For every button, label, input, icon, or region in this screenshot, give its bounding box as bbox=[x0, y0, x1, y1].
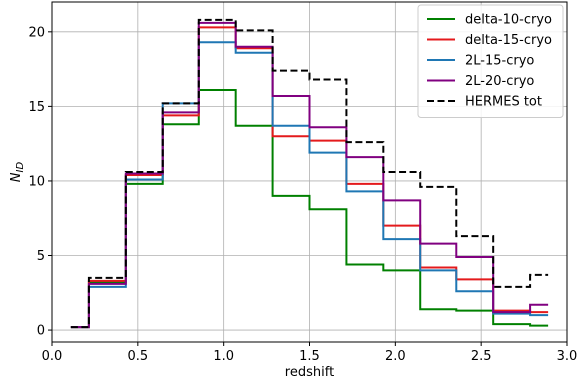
y-axis-label: NID bbox=[9, 162, 26, 183]
y-tick-label: 5 bbox=[37, 249, 45, 264]
legend-label: delta-15-cryo bbox=[465, 33, 552, 48]
y-tick-label: 10 bbox=[28, 174, 45, 189]
series-line-HERMES tot bbox=[70, 18, 549, 329]
legend-box bbox=[417, 4, 564, 118]
x-tick-label: 0.0 bbox=[42, 349, 63, 364]
x-tick-label: 2.0 bbox=[385, 349, 406, 364]
y-tick-label: 0 bbox=[37, 324, 45, 339]
legend-label: 2L-20-cryo bbox=[465, 74, 534, 89]
x-tick-label: 3.0 bbox=[557, 349, 577, 364]
legend-label: delta-10-cryo bbox=[465, 13, 552, 28]
x-tick-label: 0.5 bbox=[127, 349, 148, 364]
x-tick-label: 1.5 bbox=[299, 349, 320, 364]
y-axis: 0 5 10 15 20 bbox=[28, 25, 52, 339]
series-line-delta-10-cryo bbox=[70, 88, 549, 329]
legend-label: HERMES tot bbox=[465, 95, 542, 110]
x-tick-label: 1.0 bbox=[213, 349, 234, 364]
x-axis: 0.0 0.5 1.0 1.5 2.0 2.5 3.0 bbox=[42, 342, 577, 364]
y-tick-label: 15 bbox=[28, 100, 45, 115]
series-lines bbox=[70, 18, 549, 329]
legend: delta-10-cryo delta-15-cryo 2L-15-cryo 2L-2… bbox=[417, 4, 564, 118]
y-axis-label-sub: ID bbox=[15, 162, 26, 173]
y-tick-label: 20 bbox=[28, 25, 45, 40]
series-line-2L-20-cryo bbox=[70, 21, 549, 329]
x-axis-label: redshift bbox=[285, 365, 334, 380]
y-axis-label-main: N bbox=[9, 172, 24, 182]
x-tick-label: 2.5 bbox=[471, 349, 492, 364]
legend-label: 2L-15-cryo bbox=[465, 54, 534, 69]
series-line-2L-15-cryo bbox=[70, 41, 549, 329]
